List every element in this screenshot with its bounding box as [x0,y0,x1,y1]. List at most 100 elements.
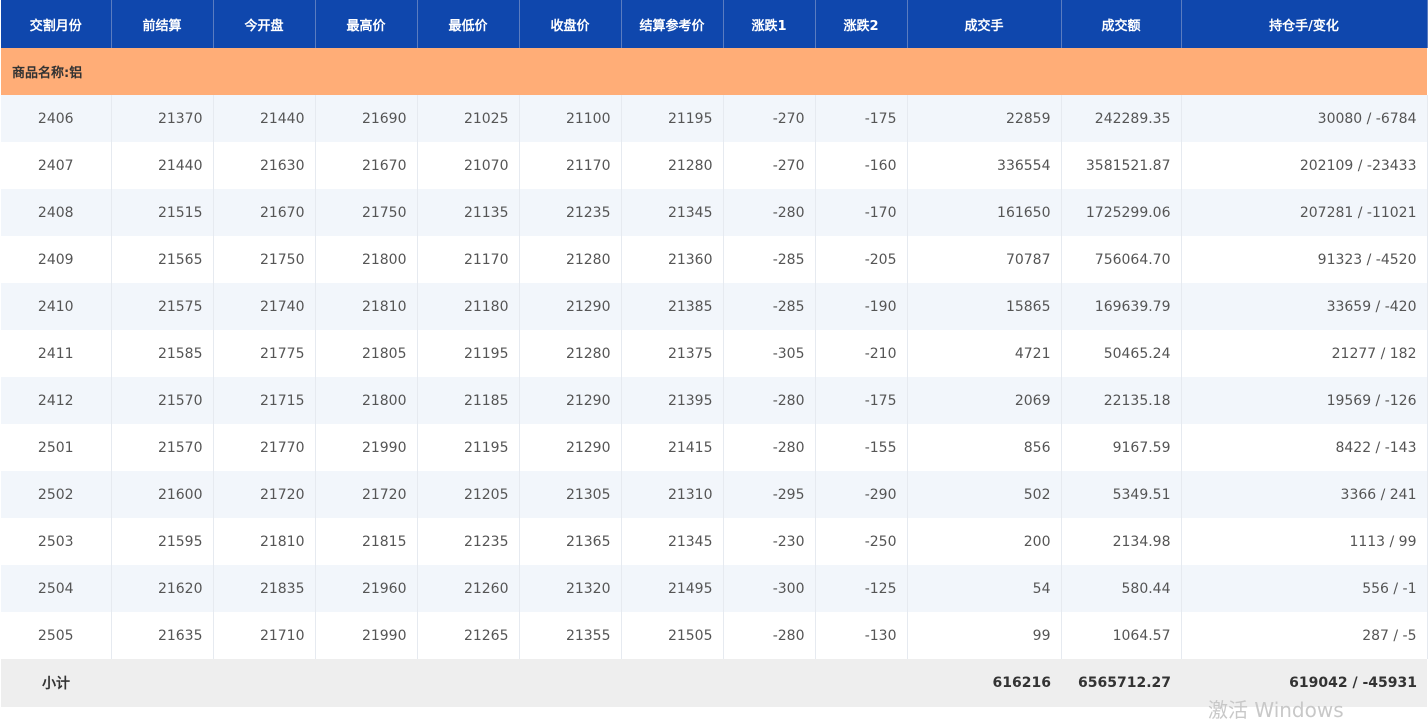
table-cell: 21800 [315,377,418,424]
empty-cell [519,659,621,707]
table-cell: 8422 / -143 [1181,424,1428,471]
table-row: 2501 21570 21770 21990 21195 21290 21415 -280 -1… [1,424,1428,471]
table-cell: 19569 / -126 [1181,377,1428,424]
table-cell: -300 [723,565,816,612]
table-cell: 2407 [1,142,112,189]
product-name-row: 商品名称:铝 [1,48,1427,95]
table-cell: 21365 [519,518,622,565]
table-cell: 21345 [621,518,724,565]
table-cell: 21185 [417,377,520,424]
table-row: 2412 21570 21715 21800 21185 21290 21395 -280 -1… [1,377,1428,424]
table-cell: -280 [723,189,816,236]
column-header: 最低价 [417,0,520,48]
table-row: 2406 21370 21440 21690 21025 21100 21195 -270 -1… [1,95,1428,142]
table-cell: -230 [723,518,816,565]
table-cell: -205 [815,236,908,283]
table-cell: 580.44 [1061,565,1182,612]
table-cell: 336554 [907,142,1062,189]
product-name: 商品名称:铝 [1,48,1427,95]
table-cell: 21310 [621,471,724,518]
table-cell: 21280 [621,142,724,189]
table-cell: 33659 / -420 [1181,283,1428,330]
column-header: 最高价 [315,0,418,48]
table-cell: -175 [815,95,908,142]
subtotal-row: 小计 616216 6565712.27 619042 / -45931 [1,659,1427,707]
table-cell: 21570 [111,377,214,424]
table-row: 2407 21440 21630 21670 21070 21170 21280 -270 -1… [1,142,1428,189]
table-cell: -160 [815,142,908,189]
table-cell: 21565 [111,236,214,283]
column-header: 结算参考价 [621,0,724,48]
table-cell: 21835 [213,565,316,612]
table-cell: -285 [723,283,816,330]
table-cell: -270 [723,95,816,142]
table-cell: 21320 [519,565,622,612]
table-cell: 169639.79 [1061,283,1182,330]
table-cell: 21170 [519,142,622,189]
empty-cell [621,659,723,707]
table-cell: 2504 [1,565,112,612]
table-cell: 161650 [907,189,1062,236]
table-cell: 21440 [111,142,214,189]
table-cell: 21235 [519,189,622,236]
table-cell: 54 [907,565,1062,612]
table-cell: 21505 [621,612,724,659]
windows-activation-watermark: 激活 Windows [1208,698,1344,722]
table-cell: 50465.24 [1061,330,1182,377]
table-cell: 21770 [213,424,316,471]
column-header: 涨跌2 [815,0,908,48]
table-cell: -170 [815,189,908,236]
table-cell: 202109 / -23433 [1181,142,1428,189]
table-cell: 21740 [213,283,316,330]
empty-cell [111,659,213,707]
table-cell: 21990 [315,424,418,471]
table-cell: 21395 [621,377,724,424]
table-cell: 21290 [519,424,622,471]
table-cell: 21070 [417,142,520,189]
table-cell: 502 [907,471,1062,518]
table-cell: 756064.70 [1061,236,1182,283]
table-cell: 21385 [621,283,724,330]
table-cell: 21195 [417,330,520,377]
table-cell: -250 [815,518,908,565]
table-cell: 21025 [417,95,520,142]
table-cell: 2501 [1,424,112,471]
table-cell: -270 [723,142,816,189]
table-cell: 1113 / 99 [1181,518,1428,565]
table-cell: 207281 / -11021 [1181,189,1428,236]
table-cell: 21690 [315,95,418,142]
empty-cell [315,659,417,707]
table-cell: 2410 [1,283,112,330]
table-cell: -305 [723,330,816,377]
table-cell: 21277 / 182 [1181,330,1428,377]
empty-cell [213,659,315,707]
subtotal-amount: 6565712.27 [1061,659,1181,707]
table-cell: 556 / -1 [1181,565,1428,612]
table-cell: 21810 [213,518,316,565]
futures-quote-table: 交割月份 前结算 今开盘 最高价 最低价 收盘价 结算参考价 涨跌1 涨跌2 成交手 成交额 持仓手/… [1,0,1428,707]
table-cell: 2406 [1,95,112,142]
table-row: 2504 21620 21835 21960 21260 21320 21495 -300 -1… [1,565,1428,612]
table-cell: 21195 [417,424,520,471]
table-cell: 21135 [417,189,520,236]
table-cell: 3366 / 241 [1181,471,1428,518]
empty-cell [723,659,815,707]
table-cell: 21750 [213,236,316,283]
table-row: 2411 21585 21775 21805 21195 21280 21375 -305 -2… [1,330,1428,377]
empty-cell [815,659,907,707]
table-cell: 2412 [1,377,112,424]
table-cell: -210 [815,330,908,377]
table-cell: 99 [907,612,1062,659]
table-cell: 21180 [417,283,520,330]
table-row: 2408 21515 21670 21750 21135 21235 21345 -280 -1… [1,189,1428,236]
table-cell: -190 [815,283,908,330]
table-cell: 2409 [1,236,112,283]
table-cell: 21805 [315,330,418,377]
table-cell: 1725299.06 [1061,189,1182,236]
table-cell: 2411 [1,330,112,377]
table-cell: 21290 [519,283,622,330]
table-cell: 21265 [417,612,520,659]
table-cell: 21440 [213,95,316,142]
subtotal-label: 小计 [1,659,111,707]
subtotal-volume: 616216 [907,659,1061,707]
